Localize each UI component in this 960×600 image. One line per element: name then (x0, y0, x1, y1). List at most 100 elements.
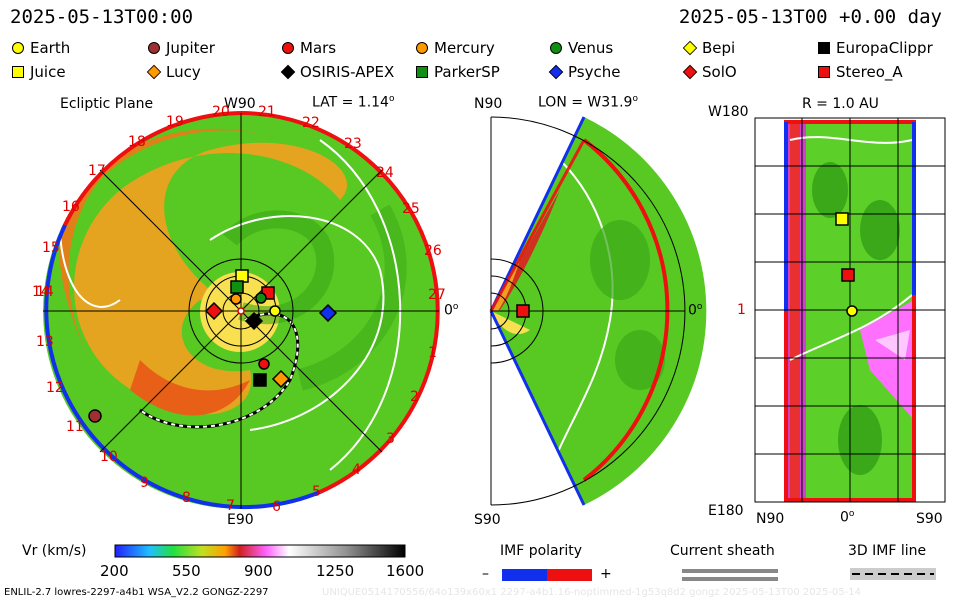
footer-left: ENLIL-2.7 lowres-2297-a4b1 WSA_V2.2 GONG… (4, 587, 269, 598)
marker-venus (255, 292, 267, 304)
marker-earth (269, 305, 281, 317)
sector-number: 10 (100, 449, 118, 465)
legend-label: ParkerSP (434, 63, 500, 81)
sector-number: 4 (352, 462, 361, 478)
colorbar-tick: 200 (100, 562, 129, 580)
marker-psyche (318, 303, 338, 323)
sector-number: 8 (182, 490, 191, 506)
radial-x-left: N90 (756, 511, 785, 527)
ecliptic-bottom-label: E90 (227, 512, 254, 528)
legend-item-bepi: Bepi (682, 39, 736, 57)
marker-stereo_a (516, 304, 530, 318)
datetime-label: 2025-05-13T00:00 (10, 6, 194, 28)
marker-europaclippr (253, 373, 267, 387)
ecliptic-right-label: 0o (444, 302, 459, 319)
legend-label: Stereo_A (836, 63, 903, 81)
colorbar-tick: 1600 (386, 562, 425, 580)
meridional-bottom-label: S90 (474, 512, 501, 528)
square-marker-icon (818, 42, 830, 54)
sector-number: 23 (344, 136, 362, 152)
legend-label: Venus (568, 39, 614, 57)
legend-item-solo: SolO (682, 63, 737, 81)
legend-label: Mars (300, 39, 337, 57)
marker-osiris-apex (244, 311, 264, 331)
lon-text: LON = W31.9 (538, 94, 633, 111)
spacecraft-markers (88, 212, 858, 423)
ecliptic-title: Ecliptic Plane (60, 96, 154, 112)
legend-item-europaclippr: EuropaClippr (818, 39, 933, 57)
sector-number: 27 (428, 287, 446, 303)
ecliptic-top-label: W90 (224, 96, 256, 112)
legend-item-parkersp: ParkerSP (416, 63, 500, 81)
sector-number: 16 (62, 199, 80, 215)
lon-label: LON = W31.9o (538, 94, 638, 111)
circle-marker-icon (282, 42, 294, 54)
imf3d-label: 3D IMF line (848, 543, 927, 559)
sector-number: 13 (36, 334, 54, 350)
sector-number: 14 (36, 284, 54, 300)
footer-right: UNIQUE0514170556/64o139x60x1 2297-a4b1.1… (322, 587, 861, 598)
lat-text: LAT = 1.14 (312, 94, 389, 111)
radial-bottom-left: E180 (708, 503, 744, 519)
sector-number: 7 (226, 498, 235, 514)
sector-number: 2 (410, 389, 419, 405)
legend-label: Psyche (568, 63, 621, 81)
marker-solo (204, 301, 224, 321)
sector-number: 18 (128, 134, 146, 150)
radial-title: R = 1.0 AU (802, 96, 879, 112)
sector-number: 3 (386, 431, 395, 447)
sector-number: 20 (212, 104, 230, 120)
legend-label: Mercury (434, 39, 495, 57)
circle-marker-icon (550, 42, 562, 54)
square-marker-icon (818, 66, 830, 78)
marker-lucy (271, 369, 291, 389)
legend-label: Lucy (166, 63, 201, 81)
sector-number: 25 (402, 201, 420, 217)
legend-item-osiris-apex: OSIRIS-APEX (280, 63, 395, 81)
legend-label: OSIRIS-APEX (300, 63, 395, 81)
radial-x-mid-text: 0 (840, 509, 849, 526)
marker-parkersp (230, 280, 244, 294)
offset-label: 2025-05-13T00 +0.00 day (678, 6, 942, 28)
legend-item-earth: Earth (12, 39, 70, 57)
colorbar-tick: 1250 (316, 562, 355, 580)
legend-label: SolO (702, 63, 737, 81)
radial-top-left: W180 (708, 104, 749, 120)
legend-label: Bepi (702, 39, 736, 57)
sector-number: 17 (88, 163, 106, 179)
sector-number: 5 (312, 484, 321, 500)
sheath-label: Current sheath (670, 543, 775, 559)
imf-plus: + (600, 566, 612, 582)
legend-label: Jupiter (166, 39, 215, 57)
square-marker-icon (12, 66, 24, 78)
legend-item-stereo_a: Stereo_A (818, 63, 903, 81)
colorbar-label: Vr (km/s) (22, 543, 87, 559)
radial-x-right: S90 (916, 511, 943, 527)
sector-number: 11 (66, 419, 84, 435)
legend-item-juice: Juice (12, 63, 66, 81)
marker-juice (835, 212, 849, 226)
marker-stereo_a (841, 268, 855, 282)
legend-label: Juice (30, 63, 66, 81)
legend-item-venus: Venus (550, 39, 613, 57)
legend-item-psyche: Psyche (548, 63, 621, 81)
sector-number: 6 (272, 499, 281, 515)
imf-minus: – (482, 566, 489, 582)
vr-colorbar (114, 544, 406, 558)
marker-jupiter (88, 409, 102, 423)
square-marker-icon (416, 66, 428, 78)
circle-marker-icon (148, 42, 160, 54)
meridional-right-label: 0o (688, 302, 703, 319)
lat-label: LAT = 1.14o (312, 94, 395, 111)
sector-number: 24 (376, 165, 394, 181)
circle-marker-icon (416, 42, 428, 54)
marker-earth (846, 305, 858, 317)
circle-marker-icon (12, 42, 24, 54)
meridional-top-label: N90 (474, 96, 503, 112)
ecliptic-left-label: 14 (32, 284, 50, 300)
radial-x-mid: 0o (840, 509, 855, 526)
ecliptic-right-text: 0 (444, 302, 453, 319)
colorbar-tick: 900 (244, 562, 273, 580)
sector-number: 1 (428, 345, 437, 361)
